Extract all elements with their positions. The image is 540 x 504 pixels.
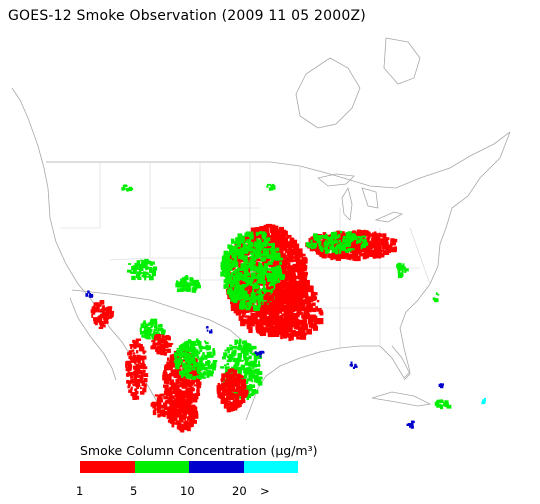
east-coastline — [379, 131, 511, 379]
legend-swatch-4 — [243, 461, 298, 473]
legend-title: Smoke Column Concentration (µg/m³) — [80, 443, 318, 458]
lake-michigan — [341, 186, 353, 221]
legend-swatch-2 — [134, 461, 189, 473]
legend-color-bar — [80, 461, 298, 473]
hudson-bay — [295, 57, 361, 129]
legend-swatch-1 — [80, 461, 135, 473]
cuba — [371, 391, 432, 407]
west-coastline — [11, 87, 179, 427]
lake-huron — [361, 187, 379, 209]
legend-tick-label: 20 — [232, 484, 247, 498]
florida — [391, 345, 411, 381]
basemap-outlines — [11, 37, 511, 427]
legend-tick-label: 1 — [76, 484, 84, 498]
baja-coast — [69, 297, 117, 381]
legend-swatch-3 — [189, 461, 244, 473]
gulf-coastline — [245, 345, 380, 421]
legend-tick-label: > — [260, 484, 270, 498]
lake-erie — [374, 211, 404, 223]
smoke-pixels — [85, 183, 486, 433]
us-canada-border — [46, 131, 511, 189]
map-title: GOES-12 Smoke Observation (2009 11 05 20… — [8, 8, 366, 24]
lake-superior — [317, 173, 355, 187]
legend-tick-label: 5 — [130, 484, 138, 498]
legend-tick-label: 10 — [180, 484, 195, 498]
greenland — [383, 37, 421, 85]
smoke-map — [11, 37, 511, 433]
